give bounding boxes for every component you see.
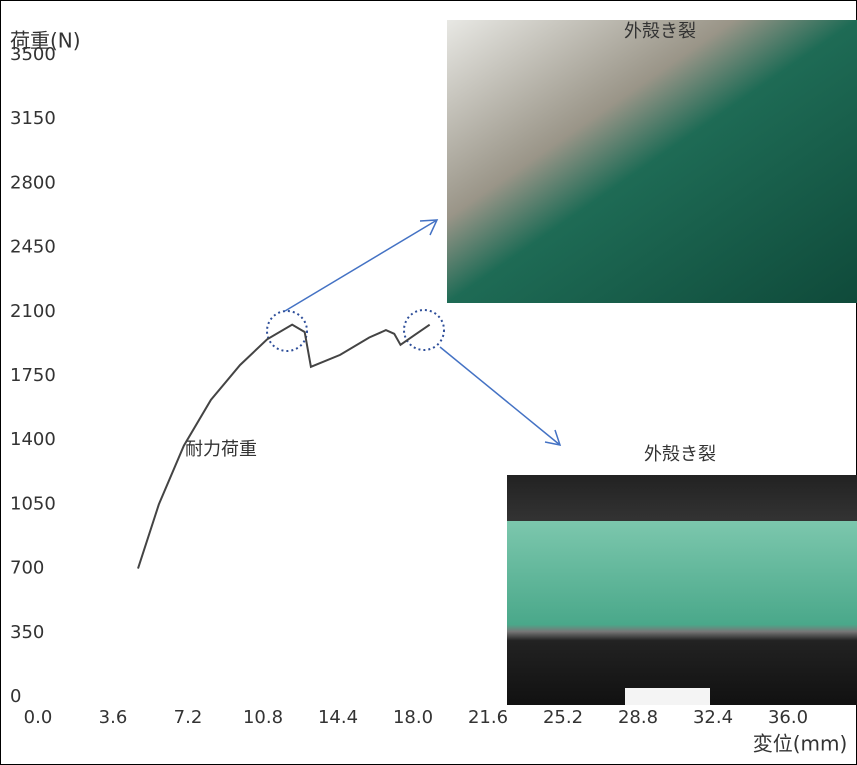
annotation: 耐力荷重 — [185, 439, 257, 460]
y-tick-label: 350 — [10, 622, 44, 643]
arrows — [284, 219, 562, 446]
x-axis-label: 変位(mm) — [753, 732, 848, 756]
y-tick-label: 2450 — [10, 237, 56, 258]
x-tick-label: 25.2 — [543, 707, 583, 728]
x-tick-label: 3.6 — [99, 707, 128, 728]
y-tick-label: 2800 — [10, 172, 56, 193]
photo-label-card — [625, 688, 710, 705]
y-tick-label: 1050 — [10, 493, 56, 514]
x-tick-label: 10.8 — [243, 707, 283, 728]
annotation: 外殻き裂 — [624, 21, 696, 42]
highlight-circle — [266, 310, 308, 352]
y-tick-label: 2100 — [10, 301, 56, 322]
y-tick-label: 700 — [10, 558, 44, 579]
y-tick-label: 0 — [10, 686, 21, 707]
x-tick-label: 32.4 — [693, 707, 733, 728]
x-tick-label: 0.0 — [24, 707, 53, 728]
x-tick-label: 28.8 — [618, 707, 658, 728]
y-tick-label: 3500 — [10, 44, 56, 65]
photo-crack-1 — [447, 20, 857, 303]
photo-crack-2 — [507, 475, 857, 705]
x-tick-label: 36.0 — [768, 707, 808, 728]
y-tick-label: 1400 — [10, 429, 56, 450]
x-tick-label: 21.6 — [468, 707, 508, 728]
x-tick-label: 18.0 — [393, 707, 433, 728]
annotation: 外殻き裂 — [644, 444, 716, 465]
y-tick-label: 1750 — [10, 365, 56, 386]
x-tick-label: 7.2 — [174, 707, 203, 728]
y-axis-label: 荷重(N) — [10, 29, 81, 53]
y-tick-label: 3150 — [10, 108, 56, 129]
data-line — [137, 323, 431, 569]
x-tick-label: 14.4 — [318, 707, 358, 728]
highlight-circle — [403, 309, 445, 351]
